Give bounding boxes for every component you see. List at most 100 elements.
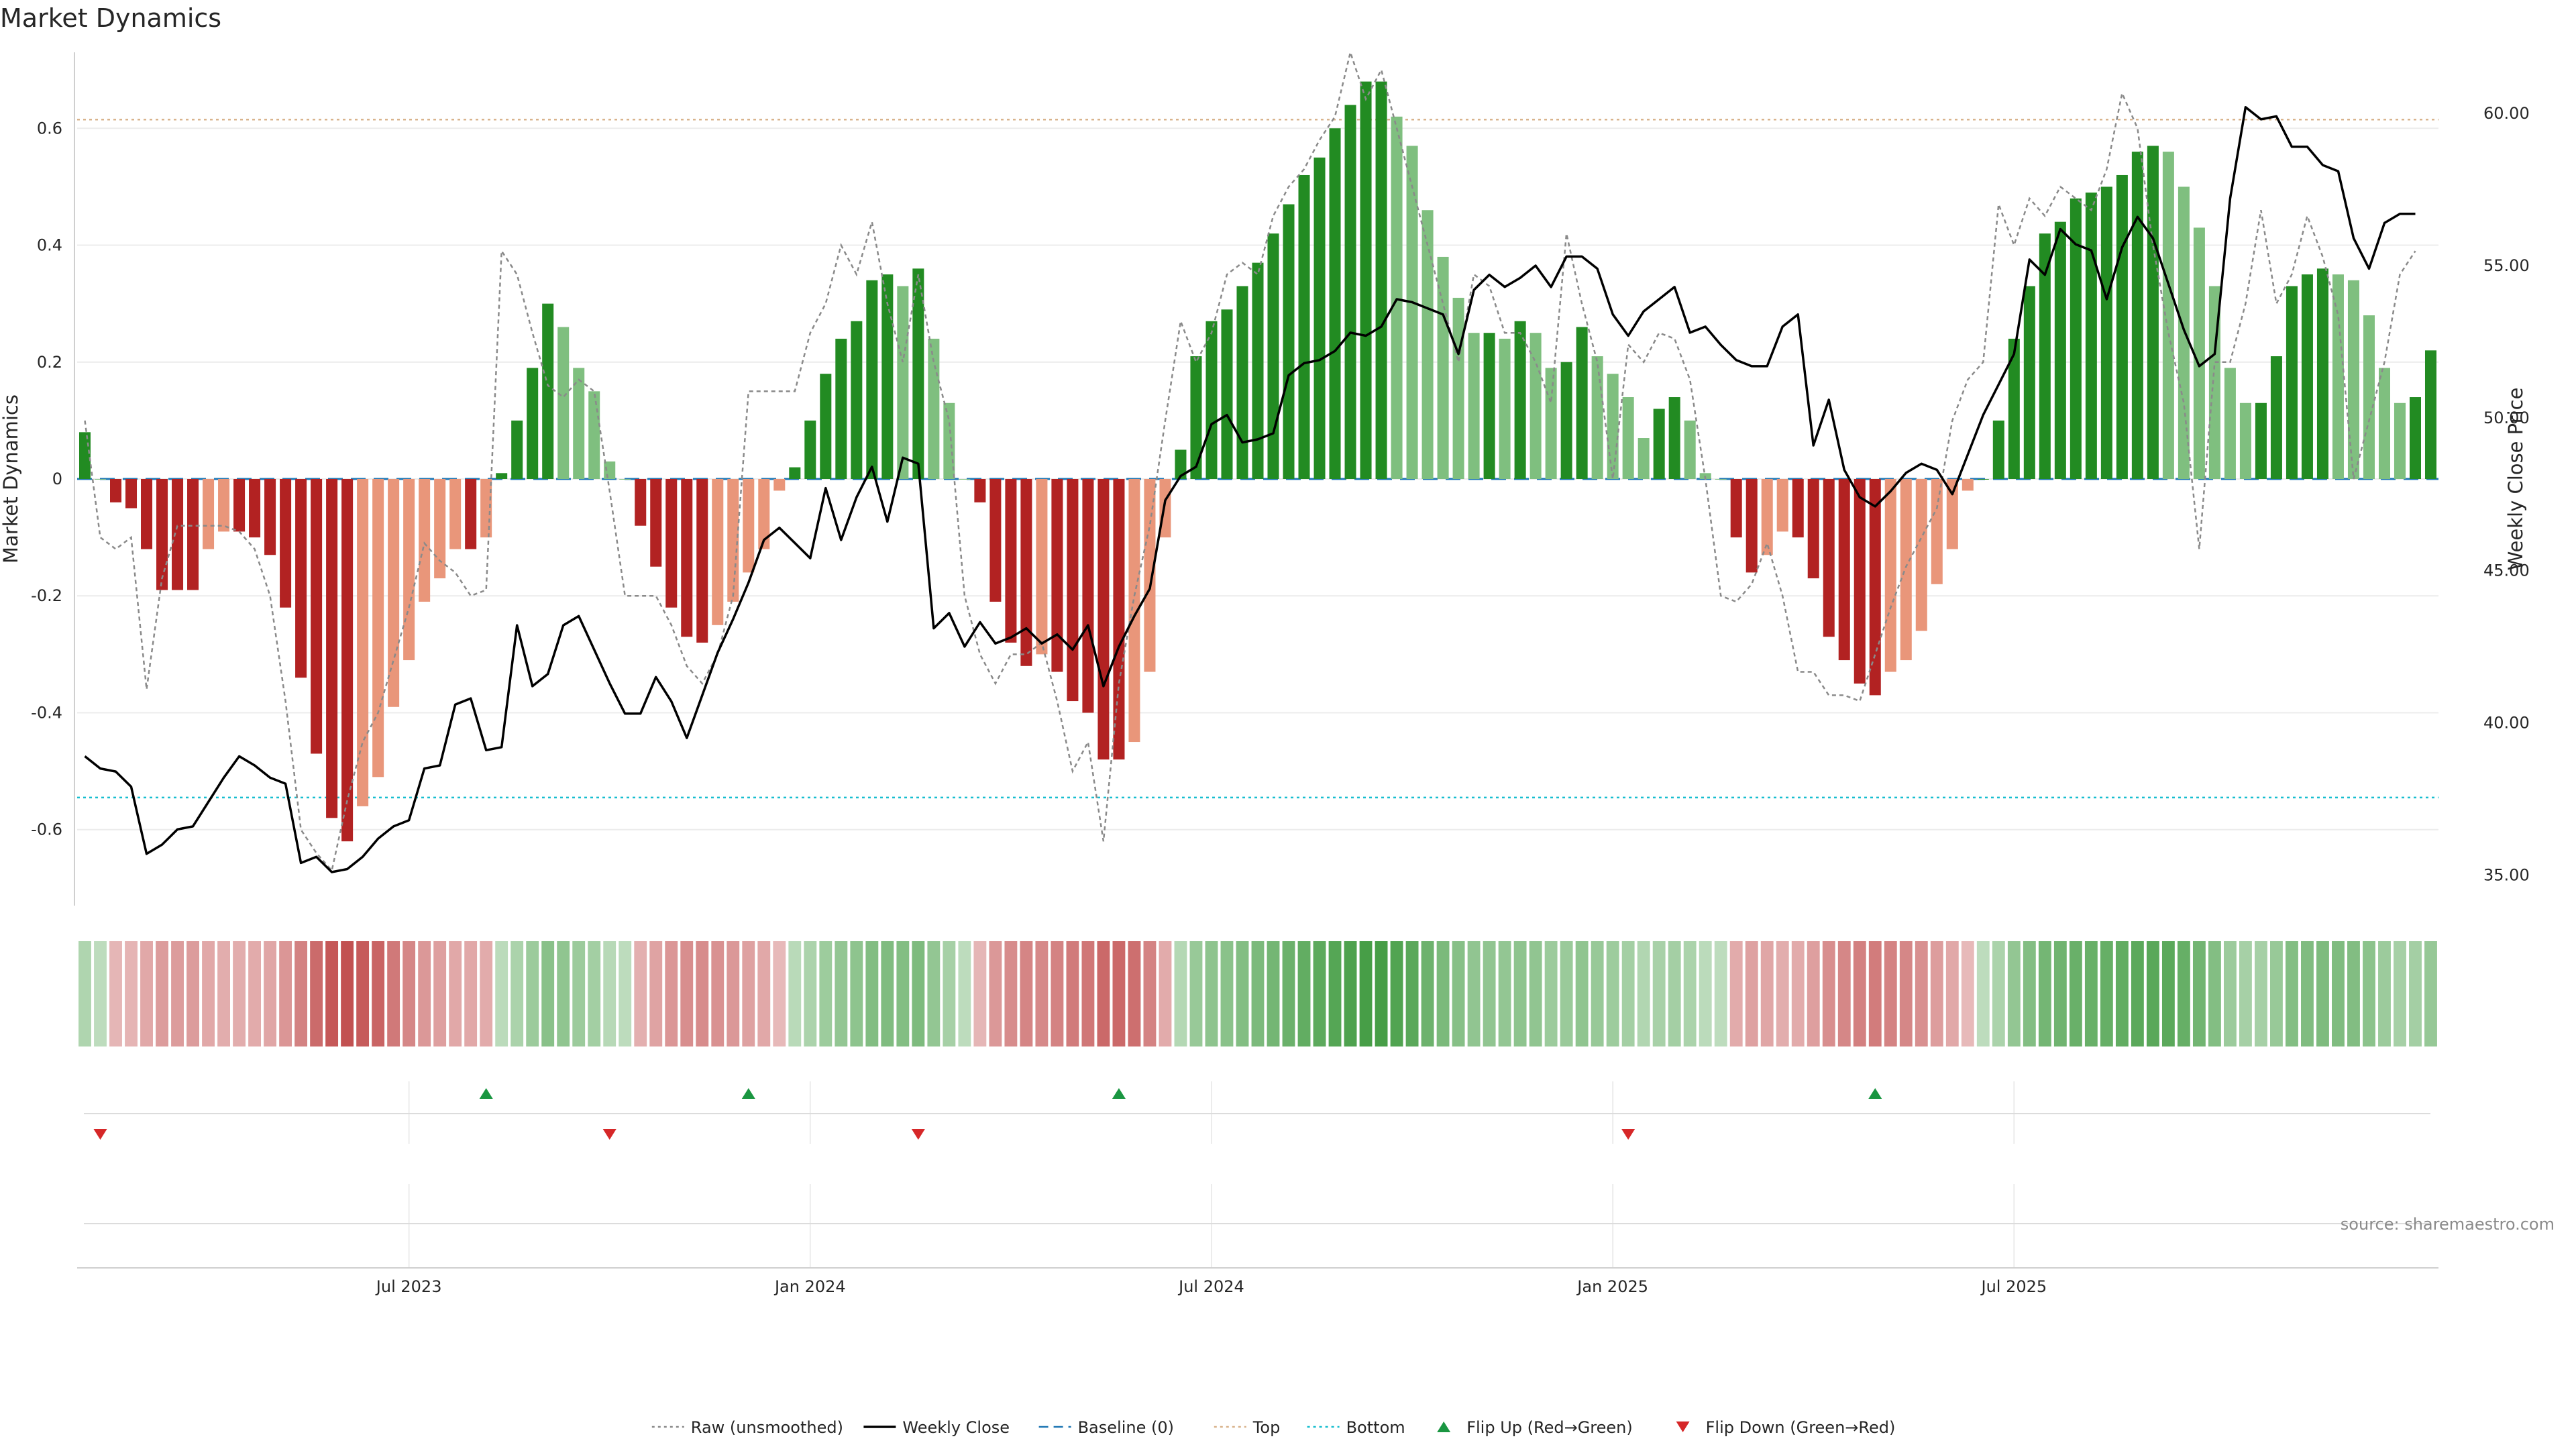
dynamics-bar [619,479,631,480]
legend-item: Bottom [1307,1418,1405,1437]
heatmap-cell [1560,941,1573,1046]
dynamics-bar [1992,420,2004,479]
dynamics-bar [1607,374,1619,479]
heatmap-cell [2208,941,2221,1046]
heatmap-cell [1575,941,1589,1046]
heatmap-cell [1004,941,1018,1046]
dynamics-bar [2363,315,2375,479]
chart-title: Market Dynamics [0,3,221,33]
heatmap-cell [819,941,833,1046]
heatmap-cell [1051,941,1064,1046]
dynamics-bar [2193,227,2205,479]
heatmap-cell [1899,941,1913,1046]
dynamics-bar [280,479,292,608]
dynamics-bar [388,479,400,707]
dynamics-bar [1977,479,1989,480]
heatmap-cell [1112,941,1126,1046]
dynamics-bar [2378,368,2390,479]
left-tick-label: 0.2 [37,353,62,372]
dynamics-bar [2239,402,2251,479]
dynamics-bar [1205,321,1218,479]
legend-item: Weekly Close [863,1418,1010,1437]
dynamics-bar [1236,286,1248,479]
heatmap-cell [1637,941,1650,1046]
flip-down-marker [602,1129,616,1140]
heatmap-cell [387,941,400,1046]
dynamics-bar [1221,309,1233,479]
dynamics-bar [295,479,307,678]
heatmap-cell [1915,941,1928,1046]
right-tick-label: 35.00 [2483,866,2530,885]
heatmap-cell [1174,941,1187,1046]
heatmap-cell [480,941,493,1046]
legend-item: Flip Up (Red→Green) [1437,1418,1633,1437]
dynamics-bar [403,479,415,661]
heatmap-cell [2424,941,2437,1046]
heatmap-cell [665,941,678,1046]
heatmap-cell [649,941,663,1046]
heatmap-cell [711,941,724,1046]
dynamics-bar [743,479,755,573]
heatmap-cell [680,941,694,1046]
heatmap-cell [2316,941,2329,1046]
dynamics-bar [2270,356,2282,479]
dynamics-bar [1082,479,1094,713]
dynamics-bar [1437,256,1449,479]
dynamics-bar [1591,356,1603,479]
heatmap-cell [1297,941,1311,1046]
heatmap-cell [1267,941,1280,1046]
heatmap-cell [1467,941,1481,1046]
heatmap-cell [1035,941,1049,1046]
dynamics-bar [233,479,246,532]
heatmap-cell [1081,941,1095,1046]
x-tick-label: Jan 2024 [773,1277,846,1296]
heatmap-cell [2192,941,2206,1046]
dynamics-bar [357,479,369,806]
dynamics-bar [2008,338,2020,479]
dynamics-bar [1452,297,1464,479]
heatmap-cell [1745,941,1758,1046]
left-axis-title: Market Dynamics [0,394,22,564]
dynamics-bar [1097,479,1110,760]
dynamics-bar [187,479,199,590]
heatmap-cell [140,941,153,1046]
heatmap-cell [1621,941,1635,1046]
dynamics-bar [851,321,863,479]
dynamics-bar [2131,152,2143,479]
dynamics-bar [959,479,971,480]
heatmap-cell [865,941,879,1046]
heatmap-cell [2131,941,2144,1046]
dynamics-bar [1128,479,1140,743]
flip-up-marker [1868,1088,1882,1099]
heatmap-cell [2286,941,2298,1046]
flip-down-marker [1621,1129,1635,1140]
heatmap-cell [1668,941,1681,1046]
x-axis: Jul 2023 Jan 2024 Jul 2024 Jan 2025 Jul 2025 [77,1184,2438,1296]
dynamics-bar [2100,186,2112,479]
dynamics-bar [203,479,215,549]
dynamics-bar [665,479,678,608]
heatmap-cell [1498,941,1511,1046]
heatmap-cell [1421,941,1434,1046]
heatmap-cell [1699,941,1712,1046]
dynamics-bar [557,327,570,479]
heatmap-cell [773,941,786,1046]
heatmap-cell [1529,941,1542,1046]
heatmap-cell [2177,941,2190,1046]
dynamics-bar [1684,420,1696,479]
heatmap-cell [2053,941,2067,1046]
dynamics-bar [681,479,693,637]
dynamics-bar [2332,274,2344,479]
heatmap-cell [341,941,354,1046]
heatmap-cell [557,941,570,1046]
legend-label: Flip Up (Red→Green) [1466,1418,1633,1437]
dynamics-bar [912,268,924,479]
heatmap-cell [433,941,447,1046]
dynamics-bar [1421,210,1434,479]
dynamics-bar [419,479,431,602]
heatmap-cell [511,941,524,1046]
dynamics-bar [804,420,816,479]
weekly-close-path [84,106,2416,873]
dynamics-bar [712,479,724,625]
dynamics-bar [341,479,354,842]
